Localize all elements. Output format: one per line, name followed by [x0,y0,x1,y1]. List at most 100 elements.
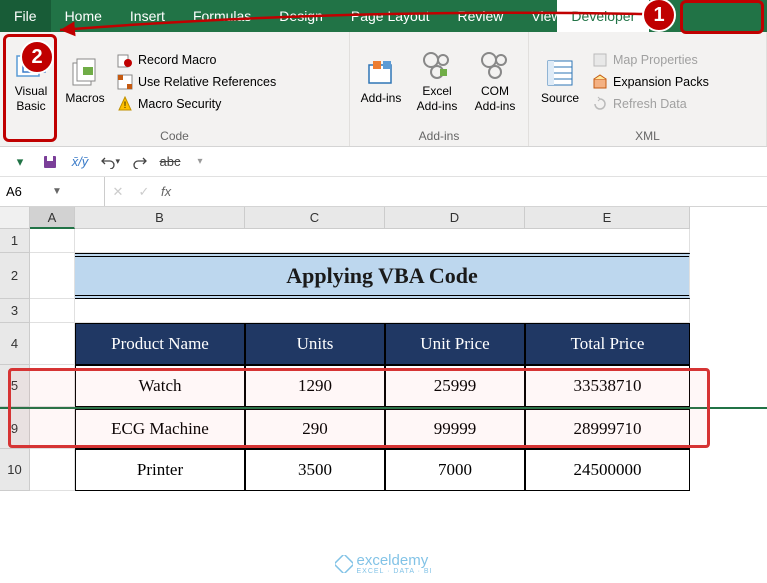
row-header-5[interactable]: 5 [0,365,30,407]
svg-text:!: ! [124,100,127,110]
macros-icon [69,57,101,89]
addins-icon [365,57,397,89]
visual-basic-label: Visual Basic [8,84,54,113]
th-total[interactable]: Total Price [525,323,690,365]
tab-developer[interactable]: Developer [557,0,649,32]
tab-design[interactable]: Design [265,0,337,32]
cell-d9[interactable]: 99999 [385,409,525,449]
record-macro-label: Record Macro [138,53,217,67]
name-box[interactable]: A6 ▼ [0,177,105,206]
col-header-b[interactable]: B [75,207,245,229]
com-addins-button[interactable]: COM Add-ins [468,35,522,128]
ribbon-content: VB Visual Basic Macros Record Macro Use … [0,32,767,147]
cell-c5[interactable]: 1290 [245,365,385,407]
com-addins-label: COM Add-ins [470,84,520,113]
undo-icon[interactable]: ▾ [100,152,120,172]
source-button[interactable]: Source [535,35,585,128]
expansion-packs-icon [592,74,608,90]
cell-b9[interactable]: ECG Machine [75,409,245,449]
macro-security-button[interactable]: ! Macro Security [114,94,279,114]
formula-input[interactable] [175,184,767,199]
fx-icon[interactable]: fx [157,184,175,199]
map-properties-button: Map Properties [589,50,712,70]
tab-file[interactable]: File [0,0,51,32]
map-properties-icon [592,52,608,68]
quick-access-toolbar: ▾ x̄/ȳ ▾ abc ▾ [0,147,767,177]
macro-security-icon: ! [117,96,133,112]
addins-button[interactable]: Add-ins [356,35,406,128]
watermark-text: exceldemy [357,553,433,568]
source-icon [544,57,576,89]
group-xml-label: XML [535,128,760,144]
watermark: exceldemy EXCEL · DATA · BI [335,553,433,575]
xy-icon[interactable]: x̄/ȳ [70,152,90,172]
row-header-9[interactable]: 9 [0,409,30,449]
qat-more[interactable]: ▾ [190,152,210,172]
col-header-c[interactable]: C [245,207,385,229]
tab-page-layout[interactable]: Page Layout [337,0,444,32]
tab-insert[interactable]: Insert [116,0,179,32]
redo-icon[interactable] [130,152,150,172]
macros-button[interactable]: Macros [60,35,110,128]
map-properties-label: Map Properties [613,53,698,67]
source-label: Source [541,91,579,105]
record-macro-icon [117,52,133,68]
refresh-data-icon [592,96,608,112]
addins-label: Add-ins [361,91,402,105]
th-units[interactable]: Units [245,323,385,365]
qat-dropdown[interactable]: ▾ [10,152,30,172]
record-macro-button[interactable]: Record Macro [114,50,279,70]
refresh-data-button: Refresh Data [589,94,712,114]
column-headers: A B C D E [30,207,767,229]
row-header-10[interactable]: 10 [0,449,30,491]
use-relative-button[interactable]: Use Relative References [114,72,279,92]
th-product[interactable]: Product Name [75,323,245,365]
group-addins: Add-ins Excel Add-ins COM Add-ins Add-in… [350,32,529,146]
expansion-packs-button[interactable]: Expansion Packs [589,72,712,92]
cell-c9[interactable]: 290 [245,409,385,449]
tab-view[interactable]: View [517,0,557,32]
cell-e10[interactable]: 24500000 [525,449,690,491]
cell-e5[interactable]: 33538710 [525,365,690,407]
row-header-1[interactable]: 1 [0,229,30,253]
macro-security-label: Macro Security [138,97,221,111]
tab-home[interactable]: Home [51,0,116,32]
tab-review[interactable]: Review [444,0,518,32]
cell-b5[interactable]: Watch [75,365,245,407]
col-header-e[interactable]: E [525,207,690,229]
cell-c10[interactable]: 3500 [245,449,385,491]
group-addins-label: Add-ins [356,128,522,144]
row-header-4[interactable]: 4 [0,323,30,365]
group-code-label: Code [6,128,343,144]
watermark-sub: EXCEL · DATA · BI [357,568,433,575]
com-addins-icon [479,50,511,82]
formula-bar: A6 ▼ ✕ ✓ fx [0,177,767,207]
row-header-3[interactable]: 3 [0,299,30,323]
name-box-value: A6 [6,184,52,199]
excel-addins-icon [421,50,453,82]
use-relative-icon [117,74,133,90]
select-all-corner[interactable] [0,207,30,229]
excel-addins-button[interactable]: Excel Add-ins [410,35,464,128]
formula-enter: ✓ [131,184,157,200]
col-header-d[interactable]: D [385,207,525,229]
annotation-badge-2: 2 [20,40,54,74]
strikethrough-icon[interactable]: abc [160,152,180,172]
th-price[interactable]: Unit Price [385,323,525,365]
name-box-dropdown-icon[interactable]: ▼ [52,186,98,197]
excel-addins-label: Excel Add-ins [412,84,462,113]
formula-cancel: ✕ [105,184,131,200]
tab-formulas[interactable]: Formulas [179,0,265,32]
col-header-a[interactable]: A [30,207,75,229]
expansion-packs-label: Expansion Packs [613,75,709,89]
cell-d10[interactable]: 7000 [385,449,525,491]
title-cell[interactable]: Applying VBA Code [75,253,690,299]
save-icon[interactable] [40,152,60,172]
cell-e9[interactable]: 28999710 [525,409,690,449]
row-header-2[interactable]: 2 [0,253,30,299]
cell-b10[interactable]: Printer [75,449,245,491]
cell-d5[interactable]: 25999 [385,365,525,407]
use-relative-label: Use Relative References [138,75,276,89]
group-xml: Source Map Properties Expansion Packs Re… [529,32,767,146]
macros-label: Macros [65,91,104,105]
